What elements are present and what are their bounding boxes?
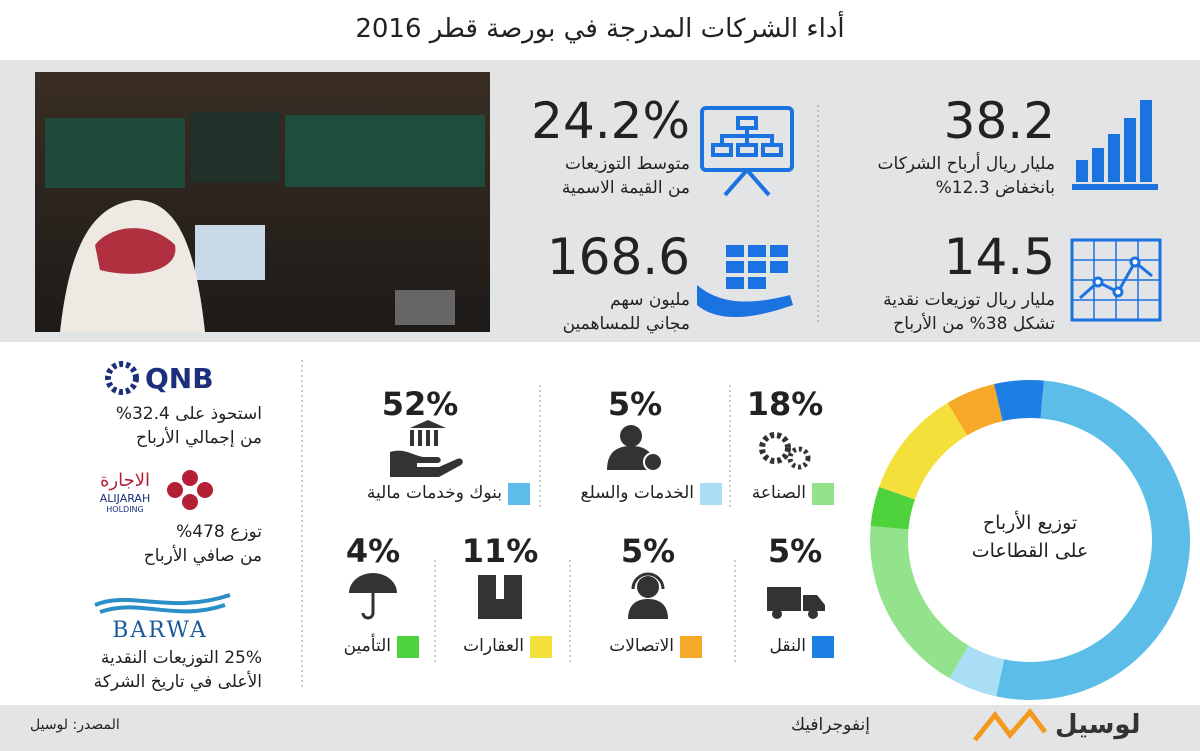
sector-icon	[628, 572, 668, 619]
logo-text: HOLDING	[106, 505, 144, 514]
sector-icon	[349, 573, 397, 620]
legend-swatch	[812, 636, 834, 658]
legend-swatch	[680, 636, 702, 658]
legend-label: الصناعة	[751, 483, 806, 503]
legend-swatch	[812, 483, 834, 505]
legend-swatch	[530, 636, 552, 658]
sector-percent: 18%	[746, 385, 824, 423]
footer-source: المصدر: لوسيل	[30, 717, 120, 733]
logo-mark	[167, 470, 213, 510]
photo	[35, 72, 490, 332]
stat-value: 168.6	[546, 228, 690, 286]
sector-percent: 5%	[607, 385, 663, 423]
stat-icon	[697, 245, 793, 318]
logo-text: BARWA	[112, 618, 208, 643]
donut-segment	[994, 380, 1044, 422]
legend-label: العقارات	[463, 636, 524, 656]
stat-text: مليون سهم	[610, 290, 690, 310]
legend-swatch	[508, 483, 530, 505]
legend-label: بنوك وخدمات مالية	[366, 483, 502, 503]
donut-segment	[949, 645, 1005, 697]
sector-percent: 5%	[767, 532, 823, 570]
page-title: أداء الشركات المدرجة في بورصة قطر 2016	[355, 14, 845, 44]
stat-icon	[1072, 100, 1158, 190]
legend-swatch	[700, 483, 722, 505]
donut-segment	[879, 402, 968, 500]
company-text: توزع 478%	[176, 522, 262, 542]
footer-band	[0, 705, 1200, 751]
stat-text: مليار ريال أرباح الشركات	[877, 154, 1055, 174]
stat-value: 14.5	[943, 228, 1055, 286]
chart-title: توزيع الأرباح	[982, 512, 1078, 534]
logo-text: ALIJARAH	[99, 492, 151, 505]
brand-mark	[973, 708, 1047, 742]
donut-segment	[870, 526, 969, 679]
sector-percent: 5%	[620, 532, 676, 570]
logo-text: الاجارة	[99, 470, 151, 491]
company-text: من صافي الأرباح	[143, 546, 262, 566]
legend-label: الاتصالات	[609, 636, 674, 656]
legend-label: الخدمات والسلع	[580, 483, 694, 503]
stat-value: 24.2%	[531, 92, 690, 150]
sector-icon	[390, 420, 463, 477]
sector-icon	[767, 587, 825, 619]
logo-text: QNB	[145, 362, 214, 395]
footer-tag: إنفوجرافيك	[790, 715, 870, 735]
sector-percent: 52%	[381, 385, 459, 423]
sector-percent: 4%	[345, 532, 401, 570]
legend-label: التأمين	[343, 636, 391, 656]
stat-icon	[700, 106, 794, 197]
footer-brand: لوسيل	[1055, 710, 1141, 740]
sector-percent: 11%	[461, 532, 539, 570]
sector-icon	[759, 432, 811, 470]
sector-icon	[478, 575, 522, 619]
legend-label: النقل	[769, 636, 806, 656]
stat-text: متوسط التوزيعات	[565, 154, 690, 174]
company-text: الأعلى في تاريخ الشركة	[93, 672, 262, 692]
logo-mark	[105, 361, 139, 395]
legend-swatch	[397, 636, 419, 658]
donut-segment	[870, 486, 915, 530]
company-text: من إجمالي الأرباح	[136, 428, 262, 448]
company-text: استحوذ على 32.4%	[115, 404, 262, 424]
stat-value: 38.2	[943, 92, 1055, 150]
stat-text: من القيمة الاسمية	[561, 178, 690, 198]
sector-icon	[607, 425, 663, 472]
chart-title: على القطاعات	[971, 540, 1089, 562]
stat-text: مجاني للمساهمين	[562, 314, 690, 334]
stat-text: تشكل 38% من الأرباح	[893, 314, 1055, 334]
stat-text: بانخفاض 12.3%	[935, 178, 1055, 198]
donut-segment	[947, 384, 1003, 436]
donut-segment	[996, 380, 1190, 700]
stat-text: مليار ريال توزيعات نقدية	[883, 290, 1055, 310]
logo-mark	[94, 593, 231, 614]
company-text: 25% التوزيعات النقدية	[100, 648, 262, 668]
stat-icon	[1070, 238, 1162, 322]
